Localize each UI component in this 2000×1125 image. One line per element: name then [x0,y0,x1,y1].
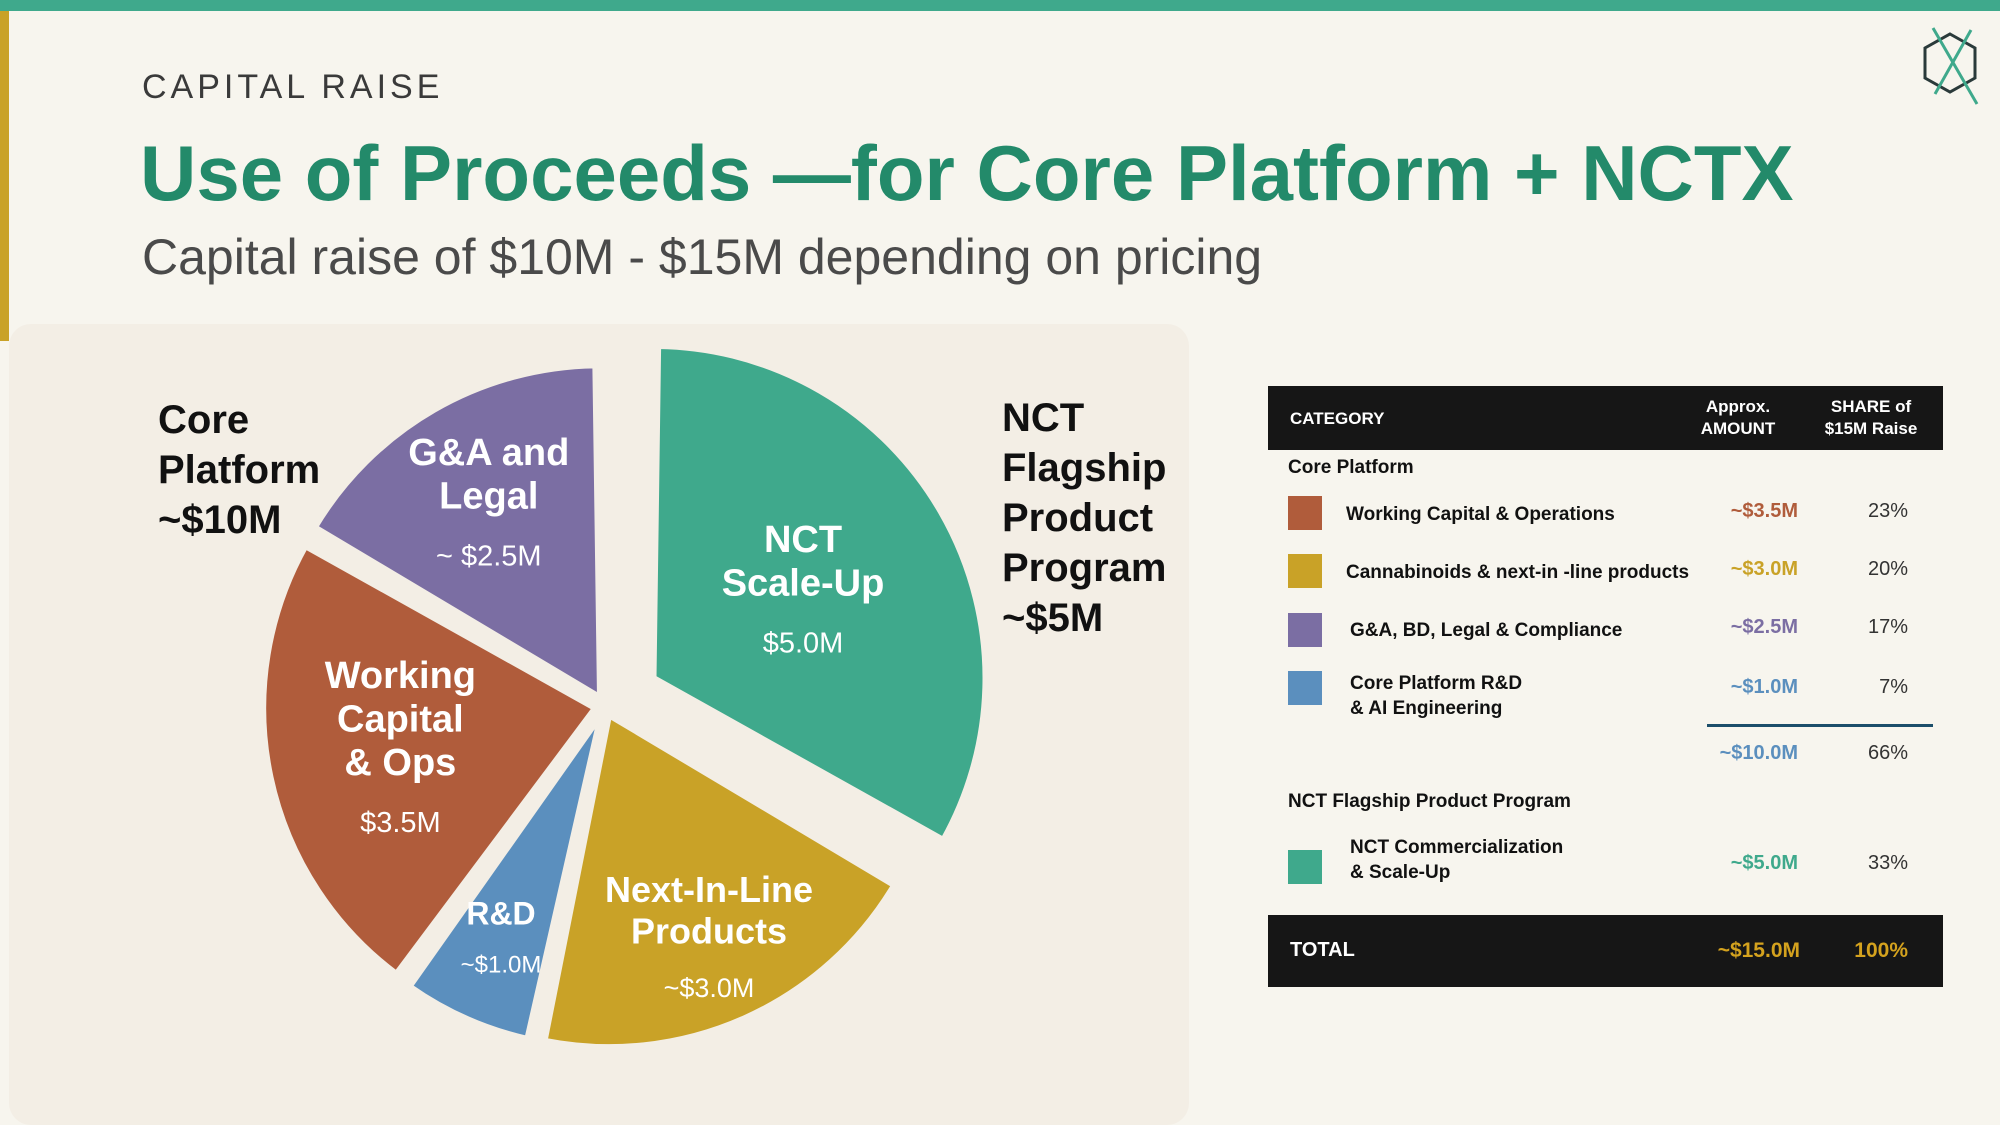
color-swatch [1288,850,1322,884]
color-swatch [1288,496,1322,530]
total-amount: ~$15.0M [1717,939,1800,962]
pie-slice-next-in-line [541,710,899,1051]
slice-value-label: ~$3.0M [664,973,755,1003]
row-share: 20% [1867,558,1908,580]
group-label-nct-program: NCT Flagship Product Program ~$5M [1002,393,1182,643]
slice-label: Legal [439,476,538,518]
column-header-amount: Approx. AMOUNT [1688,396,1788,440]
slice-value-label: ~$1.0M [461,951,542,978]
slice-label: Scale-Up [722,563,885,605]
group-label-line: Flagship [1002,446,1167,490]
slice-value-label: $3.5M [360,807,441,839]
section-title-core-platform: Core Platform [1288,457,1414,478]
row-amount: ~$2.5M [1730,616,1798,638]
row-amount: ~$1.0M [1730,676,1798,698]
row-label: NCT Commercialization & Scale-Up [1350,835,1563,885]
row-share: 33% [1867,852,1908,874]
left-accent-bar [0,11,9,341]
pie-slice-nct [650,342,989,845]
subtotal-divider [1707,724,1933,727]
group-label-line: Core [158,398,250,442]
color-swatch [1288,613,1322,647]
group-label-line: Platform [158,448,321,492]
group-label-line: ~$5M [1002,596,1104,640]
row-label-line: NCT Commercialization [1350,837,1564,858]
group-label-line: ~$10M [158,498,282,542]
table-row: Working Capital & Operations ~$3.5M 23% [1268,494,1943,544]
total-label: TOTAL [1290,939,1355,961]
row-share: 17% [1867,616,1908,638]
column-header-line: SHARE of [1830,397,1912,416]
row-label: Core Platform R&D & AI Engineering [1350,671,1522,721]
subtotal-row: ~$10.0M 66% [1268,742,1943,778]
row-share: 7% [1879,676,1908,698]
column-header-line: AMOUNT [1700,419,1776,438]
row-label: Working Capital & Operations [1346,504,1615,525]
row-amount: ~$3.5M [1730,500,1798,522]
row-label-line: & Scale-Up [1350,862,1451,883]
eyebrow-label: CAPITAL RAISE [142,68,444,106]
pie-slice-working-capital [260,542,600,979]
total-row: TOTAL ~$15.0M 100% [1268,915,1943,987]
subtotal-amount: ~$10.0M [1719,742,1798,764]
column-header-line: $15M Raise [1824,419,1918,438]
slice-value-label: $5.0M [763,627,844,659]
row-amount: ~$3.0M [1730,558,1798,580]
row-label-line: & AI Engineering [1350,698,1503,719]
table-row: Core Platform R&D & AI Engineering ~$1.0… [1268,668,1943,728]
slice-label: NCT [764,519,842,561]
page-subtitle: Capital raise of $10M - $15M depending o… [142,229,1263,285]
table-row: Cannabinoids & next-in -line products ~$… [1268,552,1943,602]
group-label-core-platform: Core Platform ~$10M [158,395,398,545]
color-swatch [1288,554,1322,588]
slice-label: & Ops [344,742,456,784]
hexagon-logo-icon [1923,27,1979,105]
slice-label: Capital [337,699,464,741]
slice-label: Products [631,910,787,951]
table-row: NCT Commercialization & Scale-Up ~$5.0M … [1268,835,1943,895]
top-accent-bar [0,0,2000,11]
pie-slice-ga-legal [310,362,604,703]
row-label: Cannabinoids & next-in -line products [1346,562,1690,583]
subtotal-share: 66% [1867,742,1908,764]
color-swatch [1288,671,1322,705]
table-row: G&A, BD, Legal & Compliance ~$2.5M 17% [1268,610,1943,660]
slice-label: Working [325,655,476,697]
group-label-line: NCT [1002,396,1085,440]
section-title-nct-program: NCT Flagship Product Program [1288,791,1571,812]
total-share: 100% [1854,939,1908,962]
group-label-line: Program [1002,546,1167,590]
row-label-line: Core Platform R&D [1350,673,1523,694]
slice-label: R&D [466,895,535,931]
group-label-line: Product [1002,496,1154,540]
slice-label: G&A and [408,432,569,474]
table-header: CATEGORY Approx. AMOUNT SHARE of $15M Ra… [1268,386,1943,450]
column-header-share: SHARE of $15M Raise [1806,396,1936,440]
slice-label: Next-In-Line [605,869,813,910]
row-share: 23% [1867,500,1908,522]
row-amount: ~$5.0M [1730,852,1798,874]
column-header-line: Approx. [1705,397,1771,416]
pie-slice-rnd [405,713,604,1043]
page-title: Use of Proceeds —for Core Platform + NCT… [140,129,1794,217]
row-label: G&A, BD, Legal & Compliance [1350,620,1623,641]
slice-value-label: ~ $2.5M [436,540,542,572]
column-header-category: CATEGORY [1290,409,1385,428]
